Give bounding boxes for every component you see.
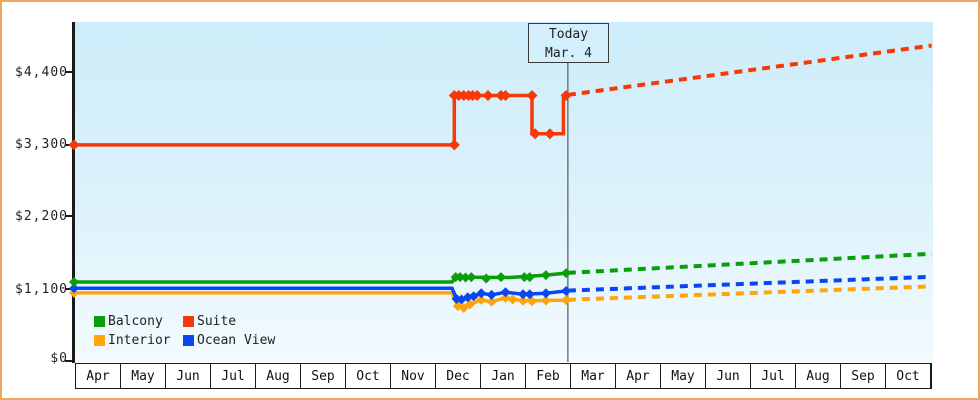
y-axis-label: $2,200 [15, 209, 68, 224]
legend-label: Interior [108, 332, 171, 348]
ocean-view-color-swatch [183, 334, 194, 346]
y-axis [72, 22, 75, 363]
legend-item-ocean-view: Ocean View [183, 332, 276, 348]
month-cell: Jun [706, 364, 751, 388]
month-cell: Aug [256, 364, 301, 388]
plot-area [75, 22, 933, 362]
month-cell: Nov [391, 364, 436, 388]
month-cell: Apr [616, 364, 661, 388]
today-label: Today [548, 27, 589, 42]
month-cell: Oct [346, 364, 391, 388]
legend-item-suite: Suite [183, 313, 275, 329]
month-cell: Jan [481, 364, 526, 388]
y-axis-label: $3,300 [15, 137, 68, 152]
balcony-color-swatch [94, 315, 105, 327]
legend-label: Balcony [108, 313, 163, 329]
month-cell: May [661, 364, 706, 388]
y-axis-label: $1,100 [15, 282, 68, 297]
today-date: Mar. 4 [545, 46, 592, 61]
x-axis-month-row: Apr May Jun Jul Aug Sep Oct Nov Dec Jan … [75, 363, 932, 389]
month-cell: Jul [751, 364, 796, 388]
y-tick [65, 215, 73, 217]
legend-item-balcony: Balcony [94, 313, 183, 329]
month-cell: Feb [526, 364, 571, 388]
legend: Balcony Suite Interior Ocean View [94, 313, 276, 348]
month-cell: Jun [166, 364, 211, 388]
month-cell: Oct [886, 364, 931, 388]
legend-label: Suite [197, 313, 237, 329]
y-tick [65, 360, 73, 362]
y-axis-label: $4,400 [15, 65, 68, 80]
month-cell: Dec [436, 364, 481, 388]
month-cell: Sep [301, 364, 346, 388]
legend-label: Ocean View [197, 332, 276, 348]
month-cell: Aug [796, 364, 841, 388]
suite-color-swatch [183, 315, 194, 327]
interior-color-swatch [94, 334, 105, 346]
legend-item-interior: Interior [94, 332, 183, 348]
month-cell: Jul [211, 364, 256, 388]
today-marker-box: Today Mar. 4 [528, 23, 609, 63]
month-cell: Sep [841, 364, 886, 388]
month-cell: May [121, 364, 166, 388]
y-axis-label: $0 [50, 351, 68, 366]
y-tick [65, 71, 73, 73]
month-cell: Mar [571, 364, 616, 388]
month-cell: Apr [76, 364, 121, 388]
